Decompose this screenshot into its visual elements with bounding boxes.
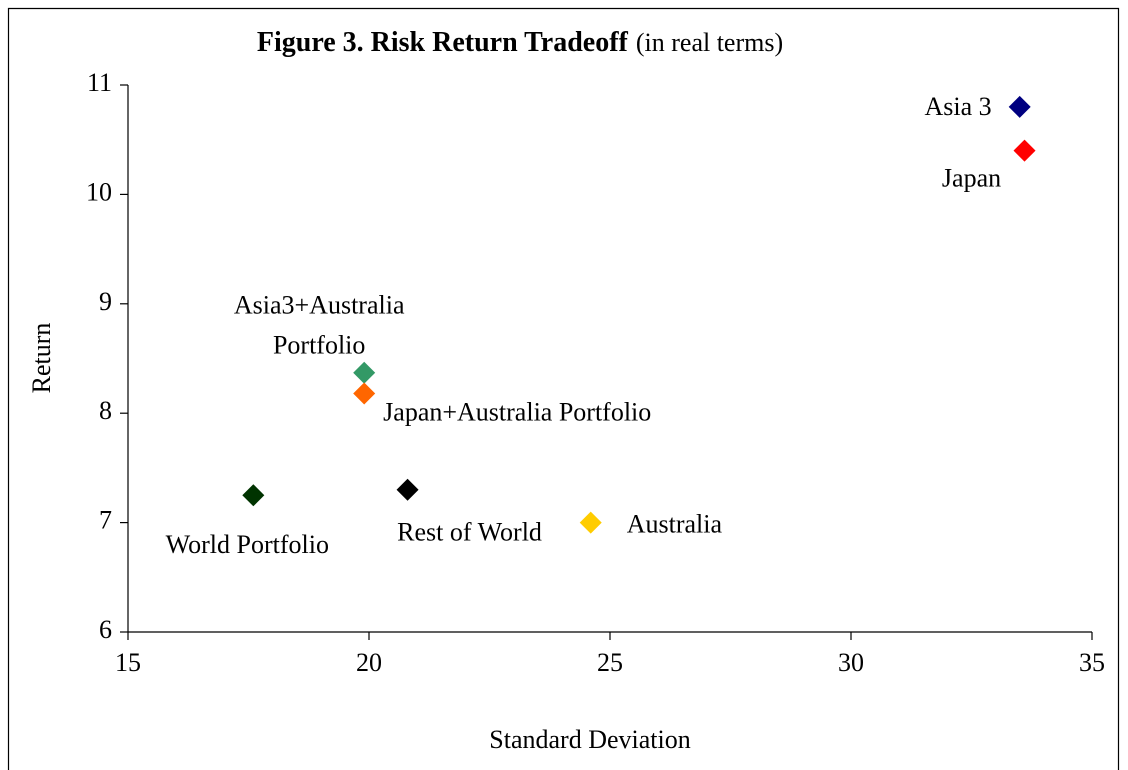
point [242, 484, 265, 507]
x-tick-label: 35 [1079, 648, 1105, 677]
point-label: Japan [942, 164, 1001, 193]
y-tick-label: 10 [86, 177, 112, 206]
y-axis-title: Return [27, 323, 56, 394]
point [1008, 95, 1031, 118]
y-tick-label: 7 [99, 506, 112, 535]
point [353, 382, 376, 405]
point-label: Rest of World [397, 518, 542, 547]
chart-subtitle: (in real terms) [636, 28, 783, 57]
x-tick-label: 20 [356, 648, 382, 677]
y-tick-label: 8 [99, 396, 112, 425]
frame [7, 7, 1120, 770]
point-label-line: Portfolio [273, 331, 365, 360]
chart-title: Figure 3. Risk Return Tradeoff [257, 27, 629, 58]
point-label: Asia 3 [925, 92, 992, 121]
point [353, 361, 376, 384]
point-label: Australia [627, 510, 723, 539]
point-label: World Portfolio [166, 530, 329, 559]
point-label: Japan+Australia Portfolio [383, 397, 651, 426]
x-tick-label: 15 [115, 648, 141, 677]
point [396, 478, 419, 501]
point-label: Asia3+Australia Portfolio [234, 291, 405, 360]
x-tick-label: 30 [838, 648, 864, 677]
y-tick-label: 11 [87, 68, 112, 97]
chart-title-group: Figure 3. Risk Return Tradeoff (in real t… [257, 27, 783, 58]
y-tick-label: 9 [99, 287, 112, 316]
x-axis-title: Standard Deviation [489, 725, 690, 754]
y-tick-label: 6 [99, 615, 112, 644]
x-tick-label: 25 [597, 648, 623, 677]
point [579, 511, 602, 534]
point-label-line: Asia3+Australia [234, 291, 405, 320]
point [1013, 139, 1036, 162]
